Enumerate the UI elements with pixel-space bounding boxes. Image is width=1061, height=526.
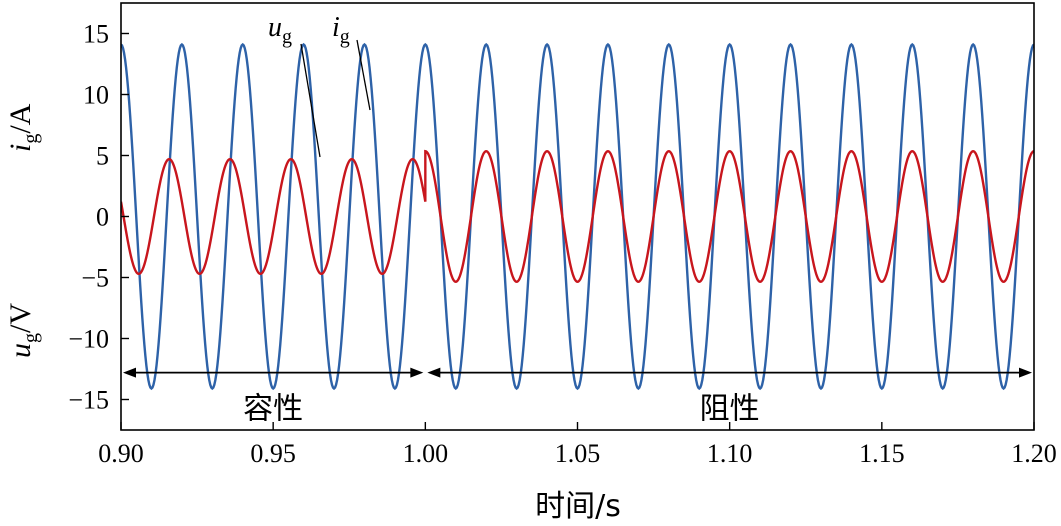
arrow-head — [427, 367, 441, 378]
arrow-head — [123, 367, 136, 378]
arrow-head — [410, 367, 424, 378]
series-group — [121, 42, 1034, 391]
x-tick-label: 1.00 — [403, 439, 449, 468]
series-label-ug: ug — [268, 12, 292, 48]
leader-line-ug — [300, 43, 321, 158]
series-label-ig: ig — [332, 12, 350, 48]
arrow-head — [1019, 367, 1032, 378]
y-tick-label: 15 — [83, 20, 109, 49]
y-tick-label: 0 — [96, 203, 109, 232]
y-tick-label: −10 — [68, 325, 109, 354]
y-axis-title-bottom: ug/V — [4, 303, 42, 358]
series-line-ug — [121, 42, 1034, 391]
x-tick-label: 1.10 — [707, 439, 753, 468]
x-tick-label: 1.05 — [555, 439, 601, 468]
leader-line-ig — [356, 39, 371, 111]
x-tick-label: 0.95 — [250, 439, 296, 468]
y-tick-label: 5 — [96, 142, 109, 171]
region-annotations: 容性 阻性 — [123, 367, 1032, 427]
y-tick-label: −15 — [68, 386, 109, 415]
axes-group: 0.90 0.95 1.00 1.05 1.10 1.15 1.20 15 10 5 0 −5 −10 −… — [68, 2, 1057, 468]
series-line-ig — [121, 149, 1034, 284]
x-tick-label: 1.15 — [859, 439, 905, 468]
y-tick-label: −5 — [81, 264, 109, 293]
x-tick-label: 0.90 — [98, 439, 144, 468]
x-axis-title: 时间/s — [535, 489, 621, 524]
y-tick-label: 10 — [83, 81, 109, 110]
y-axis-title-top: ig/A — [4, 103, 42, 152]
region-label: 容性 — [243, 392, 303, 427]
x-tick-label: 1.20 — [1011, 439, 1057, 468]
region-label: 阻性 — [700, 392, 760, 427]
